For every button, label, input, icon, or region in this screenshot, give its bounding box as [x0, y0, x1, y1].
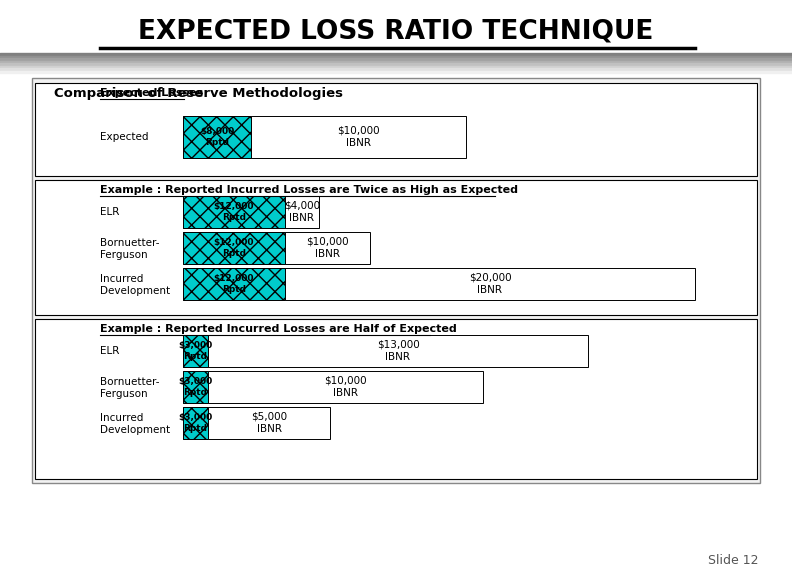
Text: Development: Development [100, 425, 170, 435]
Text: $13,000
IBNR: $13,000 IBNR [377, 340, 420, 362]
Bar [183, 268, 285, 300]
Bar [183, 116, 251, 158]
Text: $20,000
IBNR: $20,000 IBNR [469, 273, 512, 295]
Bar [285, 232, 370, 264]
Text: $4,000
IBNR: $4,000 IBNR [284, 201, 320, 223]
Bar [183, 335, 208, 367]
Bar [208, 407, 330, 439]
Bar [183, 196, 285, 228]
Bar [35, 83, 757, 176]
Text: $10,000
IBNR: $10,000 IBNR [307, 237, 348, 259]
Text: Ferguson: Ferguson [100, 250, 147, 260]
Text: $3,000
Rptd: $3,000 Rptd [178, 377, 212, 397]
Bar [208, 371, 483, 403]
Text: $12,000
Rptd: $12,000 Rptd [214, 274, 254, 294]
Bar [35, 180, 757, 315]
Text: Bornuetter-: Bornuetter- [100, 238, 159, 248]
Bar [183, 407, 208, 439]
Text: $12,000
Rptd: $12,000 Rptd [214, 238, 254, 258]
Text: Incurred: Incurred [100, 274, 143, 284]
Bar [285, 196, 319, 228]
Text: Example : Reported Incurred Losses are Twice as High as Expected: Example : Reported Incurred Losses are T… [100, 185, 518, 195]
Text: Incurred: Incurred [100, 413, 143, 423]
Text: Example : Reported Incurred Losses are Half of Expected: Example : Reported Incurred Losses are H… [100, 324, 457, 334]
Bar [183, 371, 208, 403]
Text: $8,000
Rptd: $8,000 Rptd [200, 127, 234, 147]
Text: $3,000
Rptd: $3,000 Rptd [178, 341, 212, 361]
Text: Slide 12: Slide 12 [707, 555, 758, 567]
Bar [251, 116, 466, 158]
Bar [285, 268, 695, 300]
Bar [183, 116, 251, 158]
Bar [208, 335, 588, 367]
Bar [183, 268, 285, 300]
Bar [183, 232, 285, 264]
Text: $12,000
Rptd: $12,000 Rptd [214, 202, 254, 222]
Text: Ferguson: Ferguson [100, 389, 147, 399]
Bar [35, 319, 757, 479]
Bar [183, 407, 208, 439]
Text: Comparison of Reserve Methodologies: Comparison of Reserve Methodologies [54, 88, 343, 100]
Text: $5,000
IBNR: $5,000 IBNR [251, 412, 287, 434]
Text: $3,000
Rptd: $3,000 Rptd [178, 413, 212, 433]
Text: Development: Development [100, 286, 170, 296]
Text: EXPECTED LOSS RATIO TECHNIQUE: EXPECTED LOSS RATIO TECHNIQUE [139, 18, 653, 44]
Text: ELR: ELR [100, 207, 120, 217]
Bar [183, 335, 208, 367]
Text: Expected: Expected [100, 132, 149, 142]
Bar [183, 232, 285, 264]
Bar [32, 78, 760, 483]
Bar [183, 196, 285, 228]
Text: Bornuetter-: Bornuetter- [100, 377, 159, 387]
Bar [183, 371, 208, 403]
Text: Expected Losses: Expected Losses [100, 88, 204, 98]
Text: $10,000
IBNR: $10,000 IBNR [324, 376, 367, 398]
Text: $10,000
IBNR: $10,000 IBNR [337, 126, 380, 148]
Text: ELR: ELR [100, 346, 120, 356]
